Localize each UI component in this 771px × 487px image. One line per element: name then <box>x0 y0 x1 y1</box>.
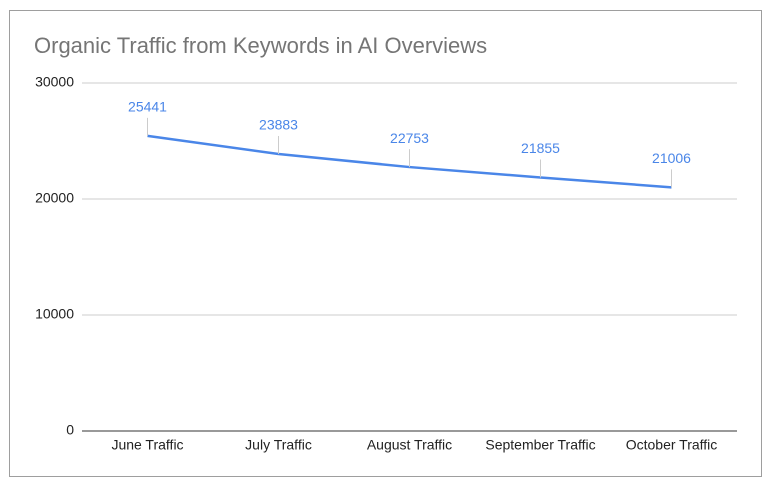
y-tick-label: 20000 <box>35 190 74 206</box>
chart-frame <box>9 10 762 477</box>
y-tick-label: 0 <box>66 422 74 438</box>
y-tick-label: 30000 <box>35 74 74 90</box>
x-tick-label: August Traffic <box>367 437 452 453</box>
data-label: 25441 <box>128 99 167 115</box>
x-tick-label: June Traffic <box>111 437 183 453</box>
y-tick-label: 10000 <box>35 306 74 322</box>
data-label: 22753 <box>390 130 429 146</box>
data-label: 21855 <box>521 140 560 156</box>
data-label: 23883 <box>259 117 298 133</box>
x-tick-label: September Traffic <box>485 437 595 453</box>
chart-title: Organic Traffic from Keywords in AI Over… <box>34 33 487 58</box>
x-tick-label: July Traffic <box>245 437 312 453</box>
x-tick-label: October Traffic <box>626 437 718 453</box>
data-label: 21006 <box>652 150 691 166</box>
